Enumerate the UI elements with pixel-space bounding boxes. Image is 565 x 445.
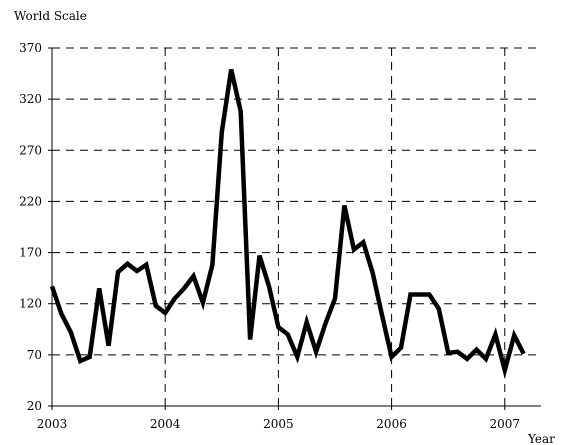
y-tick-label: 320 <box>19 92 42 106</box>
x-tick-label: 2005 <box>263 417 294 431</box>
y-tick-label: 70 <box>27 348 42 362</box>
y-axis-label: World Scale <box>14 9 87 23</box>
x-tick-label: 2003 <box>37 417 68 431</box>
y-tick-label: 170 <box>19 246 42 260</box>
y-tick-label: 20 <box>27 399 42 413</box>
x-tick-label: 2006 <box>376 417 407 431</box>
x-tick-label: 2004 <box>150 417 181 431</box>
x-axis-ticks: 2003 2004 2005 2006 2007 <box>37 406 520 431</box>
grid-lines <box>52 47 541 406</box>
plot-frame <box>51 48 541 407</box>
series-line <box>49 69 526 379</box>
y-tick-label: 370 <box>19 41 42 55</box>
x-tick-label: 2007 <box>490 417 521 431</box>
y-axis-ticks: 20 70 120 170 220 270 320 370 <box>19 41 52 413</box>
x-axis-label: Year <box>527 432 555 445</box>
y-tick-label: 220 <box>19 194 42 208</box>
y-tick-label: 120 <box>19 297 42 311</box>
y-tick-label: 270 <box>19 143 42 157</box>
